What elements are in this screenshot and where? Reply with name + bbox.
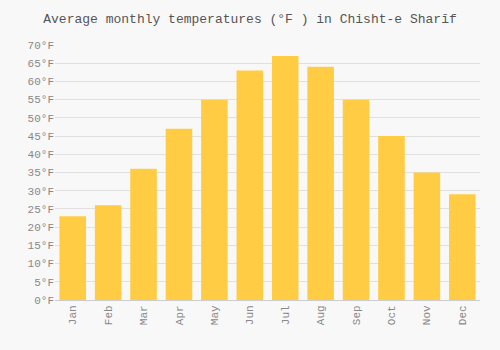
svg-text:5°F: 5°F (34, 277, 54, 289)
svg-text:30°F: 30°F (28, 186, 54, 198)
svg-text:20°F: 20°F (28, 222, 54, 234)
svg-text:65°F: 65°F (28, 58, 54, 70)
svg-text:Dec: Dec (457, 305, 469, 325)
svg-text:Sep: Sep (351, 305, 363, 325)
svg-text:70°F: 70°F (28, 40, 54, 52)
svg-text:Feb: Feb (103, 305, 115, 325)
svg-text:15°F: 15°F (28, 240, 54, 252)
svg-text:Aug: Aug (315, 305, 327, 325)
svg-text:55°F: 55°F (28, 94, 54, 106)
svg-text:50°F: 50°F (28, 113, 54, 125)
svg-text:45°F: 45°F (28, 131, 54, 143)
svg-text:Jul: Jul (280, 305, 292, 325)
svg-text:25°F: 25°F (28, 204, 54, 216)
svg-text:Oct: Oct (386, 305, 398, 325)
svg-text:35°F: 35°F (28, 167, 54, 179)
svg-text:10°F: 10°F (28, 258, 54, 270)
svg-text:40°F: 40°F (28, 149, 54, 161)
svg-text:0°F: 0°F (34, 295, 54, 307)
svg-text:Mar: Mar (138, 305, 150, 325)
svg-text:Jan: Jan (67, 305, 79, 325)
svg-text:60°F: 60°F (28, 76, 54, 88)
svg-text:Jun: Jun (244, 305, 256, 325)
svg-text:Apr: Apr (174, 305, 186, 325)
svg-text:Average monthly temperatures (: Average monthly temperatures (°F ) in Ch… (43, 12, 456, 27)
svg-text:Nov: Nov (421, 305, 433, 325)
svg-text:May: May (209, 305, 221, 325)
